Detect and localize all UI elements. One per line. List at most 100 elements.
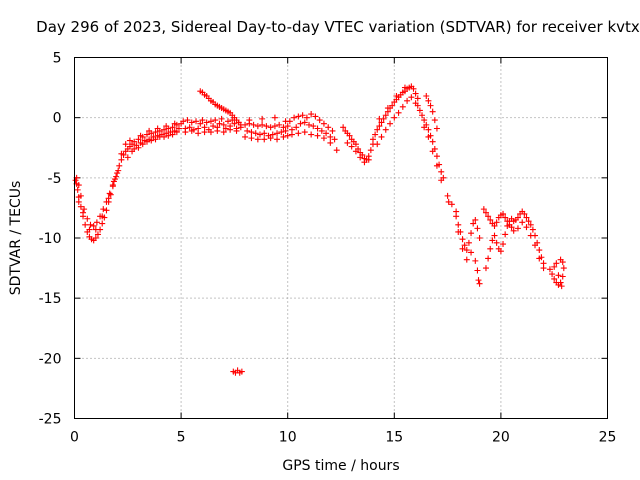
data-point — [367, 147, 374, 154]
data-point — [323, 130, 330, 137]
data-point — [445, 198, 452, 205]
data-point — [308, 131, 315, 138]
data-point — [259, 121, 266, 128]
data-point — [421, 117, 428, 124]
data-point — [248, 129, 255, 136]
data-point — [169, 131, 176, 138]
data-point — [131, 138, 138, 145]
data-point — [212, 117, 219, 124]
y-tick-label: -25 — [39, 412, 62, 428]
data-point — [269, 131, 276, 138]
data-point — [284, 132, 291, 139]
data-point — [244, 127, 251, 134]
data-point — [175, 125, 182, 132]
data-point — [551, 275, 558, 282]
data-point — [414, 95, 421, 102]
data-point — [314, 125, 321, 132]
data-point — [214, 127, 221, 134]
data-point — [316, 117, 323, 124]
data-point — [510, 227, 517, 234]
data-point — [523, 214, 530, 221]
data-point — [284, 123, 291, 130]
data-point — [100, 206, 107, 213]
data-point — [485, 213, 492, 220]
data-point — [218, 115, 225, 122]
data-point — [387, 120, 394, 127]
data-point — [161, 126, 168, 133]
data-point — [312, 113, 319, 120]
data-point — [139, 141, 146, 148]
data-point — [425, 133, 432, 140]
data-point — [500, 210, 507, 217]
data-point — [126, 137, 133, 144]
data-point — [480, 206, 487, 213]
data-point — [314, 132, 321, 139]
data-point — [463, 256, 470, 263]
data-point — [429, 138, 436, 145]
data-point — [169, 124, 176, 131]
data-point — [384, 105, 391, 112]
data-point — [310, 123, 317, 130]
data-point — [559, 273, 566, 280]
data-point — [92, 226, 99, 233]
data-point — [74, 186, 81, 193]
data-point — [382, 126, 389, 133]
data-point — [210, 123, 217, 130]
data-point — [378, 133, 385, 140]
data-point — [161, 133, 168, 140]
data-point — [519, 219, 526, 226]
data-point — [291, 114, 298, 121]
data-point — [152, 129, 159, 136]
data-point — [318, 127, 325, 134]
data-point — [374, 141, 381, 148]
data-point — [75, 198, 82, 205]
data-point — [527, 232, 534, 239]
data-point — [280, 133, 287, 140]
data-point — [180, 118, 187, 125]
data-point — [303, 114, 310, 121]
data-point — [372, 131, 379, 138]
data-point — [231, 120, 238, 127]
data-point — [87, 221, 94, 228]
data-point — [536, 255, 543, 262]
data-point — [195, 130, 202, 137]
data-point — [327, 133, 334, 140]
data-point — [475, 277, 482, 284]
data-point — [529, 226, 536, 233]
data-point — [455, 221, 462, 228]
data-point — [199, 117, 206, 124]
data-point — [293, 124, 300, 131]
data-point — [444, 192, 451, 199]
data-point — [184, 117, 191, 124]
data-point — [242, 121, 249, 128]
data-point — [459, 236, 466, 243]
data-point — [489, 237, 496, 244]
data-point — [414, 102, 421, 109]
x-axis-label: GPS time / hours — [282, 458, 399, 474]
data-point — [502, 214, 509, 221]
data-point — [77, 192, 84, 199]
data-point — [90, 222, 97, 229]
y-tick-label: 5 — [53, 51, 62, 67]
data-point — [431, 117, 438, 124]
data-point — [220, 121, 227, 128]
data-point — [267, 124, 274, 131]
data-point — [118, 156, 125, 163]
x-tick-label: 25 — [599, 430, 617, 446]
data-point — [474, 225, 481, 232]
data-point — [122, 141, 129, 148]
data-point — [500, 241, 507, 248]
data-point — [242, 133, 249, 140]
data-point — [115, 167, 122, 174]
data-point — [412, 90, 419, 97]
data-point — [188, 119, 195, 126]
x-tick-label: 15 — [385, 430, 403, 446]
data-point — [395, 109, 402, 116]
data-point — [81, 206, 88, 213]
y-tick-label: 0 — [53, 111, 62, 127]
data-point — [267, 135, 274, 142]
data-point — [472, 216, 479, 223]
data-point — [297, 120, 304, 127]
data-point — [233, 127, 240, 134]
